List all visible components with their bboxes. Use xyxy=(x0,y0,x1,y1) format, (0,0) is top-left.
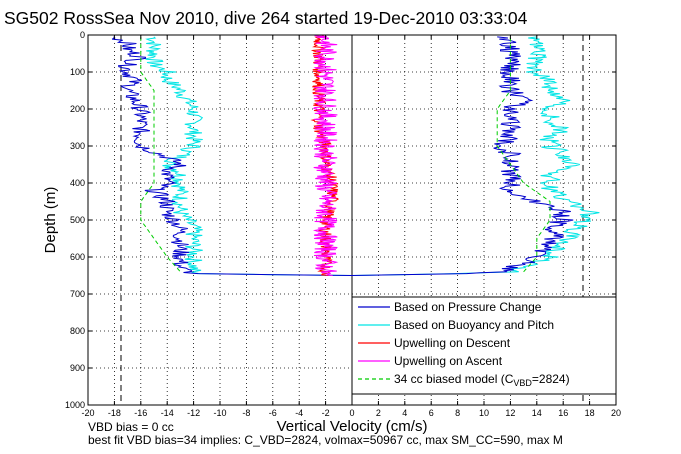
y-tick-label: 900 xyxy=(70,363,85,373)
x-tick-label: -12 xyxy=(187,408,200,418)
x-axis-ticks: -20 -18 -16 -14 -12 -10 -8 -6 -4 -2 0 2 4 6 8 10 12 14 16 1… xyxy=(81,35,621,418)
x-tick-label: 14 xyxy=(532,408,542,418)
chart-title: SG502 RossSea Nov 2010, dive 264 started… xyxy=(4,8,528,28)
series-line xyxy=(351,36,574,276)
y-axis-label: Depth (m) xyxy=(42,187,59,254)
series-line xyxy=(351,36,600,276)
legend-box xyxy=(351,296,617,395)
x-tick-label: 2 xyxy=(376,408,381,418)
x-tick-label: 20 xyxy=(611,408,621,418)
legend-entry: Based on Buoyancy and Pitch xyxy=(394,318,554,332)
x-tick-label: -20 xyxy=(81,408,94,418)
y-tick-label: 400 xyxy=(70,178,85,188)
x-tick-label: -4 xyxy=(295,408,303,418)
y-tick-label: 0 xyxy=(80,30,85,40)
x-tick-label: -2 xyxy=(322,408,330,418)
y-tick-label: 100 xyxy=(70,67,85,77)
x-tick-label: -6 xyxy=(269,408,277,418)
y-axis-ticks: 0 100 200 300 400 500 600 700 800 900 1000 xyxy=(65,30,616,410)
x-tick-label: -8 xyxy=(242,408,250,418)
y-tick-label: 1000 xyxy=(65,400,85,410)
series-layer xyxy=(111,34,600,276)
x-tick-label: 8 xyxy=(455,408,460,418)
x-tick-label: -10 xyxy=(213,408,226,418)
legend-entry-model: 34 cc biased model (CVBD=2824) xyxy=(394,372,570,388)
legend: Based on Pressure Change Based on Buoyanc… xyxy=(351,296,617,395)
legend-entry: Upwelling on Ascent xyxy=(394,354,503,368)
footer-line-2: best fit VBD bias=34 implies: C_VBD=2824… xyxy=(88,433,563,447)
x-tick-label: -14 xyxy=(161,408,174,418)
y-tick-label: 600 xyxy=(70,252,85,262)
series-line xyxy=(145,36,353,276)
y-tick-label: 800 xyxy=(70,326,85,336)
series-line xyxy=(496,36,551,273)
legend-entry: Based on Pressure Change xyxy=(394,300,542,314)
x-tick-label: -18 xyxy=(108,408,121,418)
y-tick-label: 700 xyxy=(70,289,85,299)
y-tick-label: 300 xyxy=(70,141,85,151)
footer-line-1: VBD bias = 0 cc xyxy=(88,420,174,434)
x-tick-label: 6 xyxy=(429,408,434,418)
x-tick-label: 16 xyxy=(558,408,568,418)
x-tick-label: 4 xyxy=(402,408,407,418)
x-axis-label: Vertical Velocity (cm/s) xyxy=(277,418,428,435)
y-tick-label: 200 xyxy=(70,104,85,114)
legend-entry: Upwelling on Descent xyxy=(394,336,511,350)
y-tick-label: 500 xyxy=(70,215,85,225)
series-line xyxy=(312,34,339,276)
x-tick-label: 0 xyxy=(349,408,354,418)
x-tick-label: 10 xyxy=(479,408,489,418)
x-tick-label: -16 xyxy=(134,408,147,418)
series-line xyxy=(140,36,181,273)
series-line xyxy=(111,36,353,276)
x-tick-label: 12 xyxy=(505,408,515,418)
x-tick-label: 18 xyxy=(585,408,595,418)
